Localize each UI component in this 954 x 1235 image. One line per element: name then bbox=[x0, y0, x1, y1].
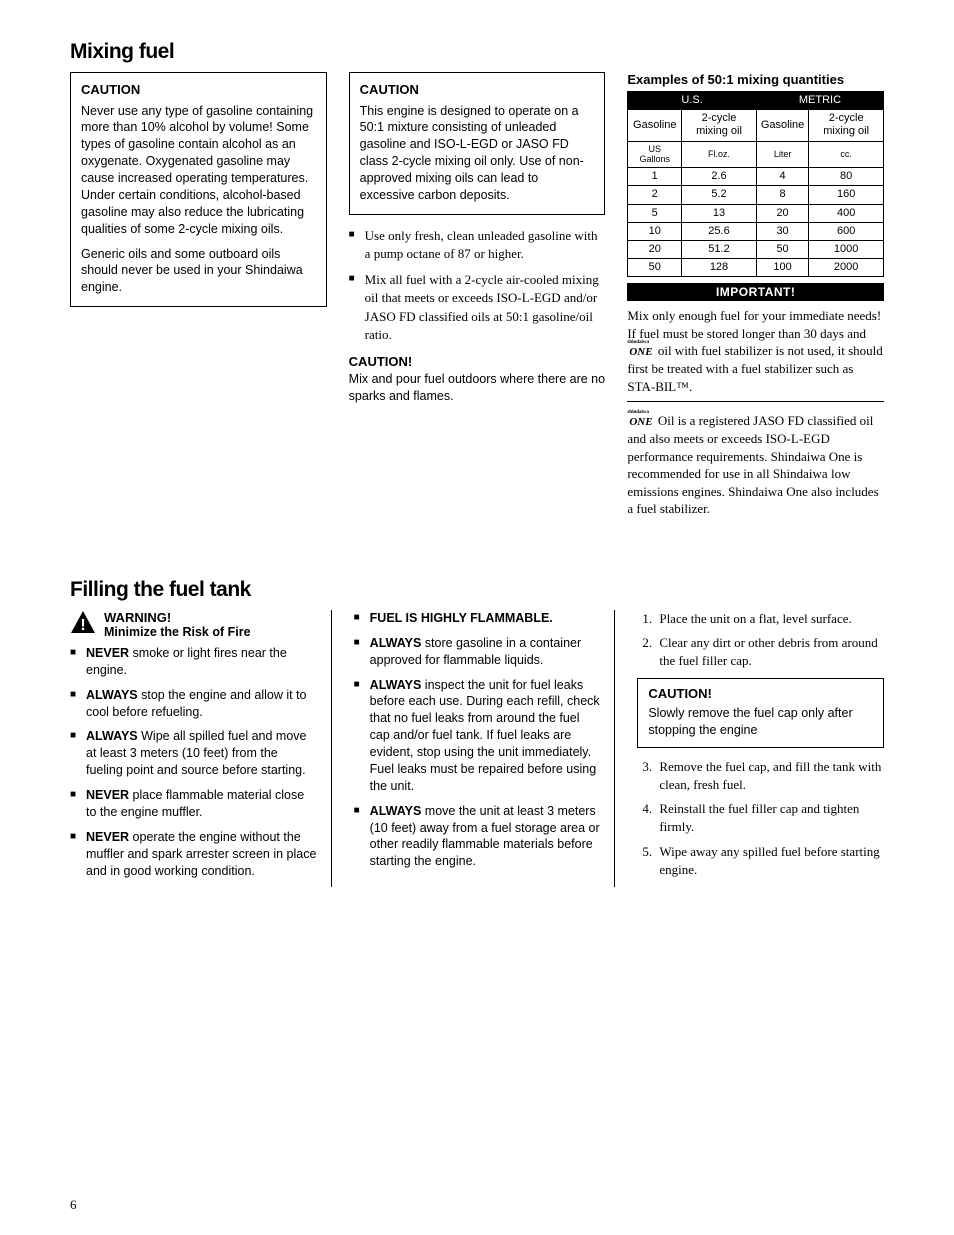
table-cell: 400 bbox=[809, 204, 884, 222]
caution-box-mixture: CAUTION This engine is designed to opera… bbox=[349, 72, 606, 215]
filling-col3: Place the unit on a flat, level surface.… bbox=[637, 610, 884, 888]
table-unit: Liter bbox=[756, 141, 808, 168]
warning-bullet: ALWAYS stop the engine and allow it to c… bbox=[70, 687, 317, 721]
table-group-metric: METRIC bbox=[756, 92, 883, 110]
mixing-col3: Examples of 50:1 mixing quantities U.S. … bbox=[627, 72, 884, 518]
caution-title: CAUTION bbox=[360, 81, 595, 99]
filling-col2-bullets: FUEL IS HIGHLY FLAMMABLE. bbox=[354, 610, 601, 627]
important-pre: Mix only enough fuel for your immediate … bbox=[627, 308, 881, 341]
warning-bullet: NEVER place flammable material close to … bbox=[70, 787, 317, 821]
table-subhead: 2-cycle mixing oil bbox=[809, 110, 884, 141]
caution-title: CAUTION bbox=[81, 81, 316, 99]
step-item: Place the unit on a flat, level surface. bbox=[655, 610, 884, 628]
table-cell: 100 bbox=[756, 259, 808, 277]
table-unit: Fl.oz. bbox=[682, 141, 757, 168]
warning-header: ! WARNING! Minimize the Risk of Fire bbox=[70, 610, 317, 639]
caution-p1: Never use any type of gasoline containin… bbox=[81, 103, 316, 238]
filling-steps-b: Remove the fuel cap, and fill the tank w… bbox=[637, 758, 884, 879]
warning-title: WARNING! bbox=[104, 610, 251, 625]
mixing-col1: CAUTION Never use any type of gasoline c… bbox=[70, 72, 327, 518]
one-logo-icon: ONE bbox=[627, 416, 654, 428]
caution-box-alcohol: CAUTION Never use any type of gasoline c… bbox=[70, 72, 327, 307]
table-unit: US Gallons bbox=[628, 141, 682, 168]
table-subhead: 2-cycle mixing oil bbox=[682, 110, 757, 141]
table-cell: 20 bbox=[628, 240, 682, 258]
page-number: 6 bbox=[70, 1197, 77, 1213]
step-item: Clear any dirt or other debris from arou… bbox=[655, 634, 884, 670]
mixing-bullet: Mix all fuel with a 2-cycle air-cooled m… bbox=[349, 271, 606, 344]
warning-bullet: ALWAYS Wipe all spilled fuel and move at… bbox=[70, 728, 317, 779]
table-cell: 2 bbox=[628, 186, 682, 204]
filling-col1-bullets: NEVER smoke or light fires near the engi… bbox=[70, 645, 317, 880]
filling-col2-bullets-list: ALWAYS store gasoline in a container app… bbox=[354, 635, 601, 870]
table-cell: 50 bbox=[756, 240, 808, 258]
table-cell: 80 bbox=[809, 168, 884, 186]
table-cell: 600 bbox=[809, 222, 884, 240]
table-cell: 10 bbox=[628, 222, 682, 240]
table-cell: 4 bbox=[756, 168, 808, 186]
section-heading-filling: Filling the fuel tank bbox=[70, 578, 884, 602]
table-cell: 5 bbox=[628, 204, 682, 222]
caution-title: CAUTION! bbox=[648, 685, 873, 703]
filling-columns: ! WARNING! Minimize the Risk of Fire NEV… bbox=[70, 610, 884, 888]
table-cell: 20 bbox=[756, 204, 808, 222]
caution-outdoors-title: CAUTION! bbox=[349, 354, 606, 369]
caution-fuel-cap: CAUTION! Slowly remove the fuel cap only… bbox=[637, 678, 884, 747]
table-cell: 2.6 bbox=[682, 168, 757, 186]
table-unit: cc. bbox=[809, 141, 884, 168]
svg-text:!: ! bbox=[80, 617, 85, 634]
table-cell: 30 bbox=[756, 222, 808, 240]
section-heading-mixing-fuel: Mixing fuel bbox=[70, 40, 884, 64]
table-cell: 2000 bbox=[809, 259, 884, 277]
table-subhead: Gasoline bbox=[756, 110, 808, 141]
note-post: Oil is a registered JASO FD classified o… bbox=[627, 413, 878, 516]
warning-subtitle: Minimize the Risk of Fire bbox=[104, 625, 251, 639]
table-subhead: Gasoline bbox=[628, 110, 682, 141]
important-label: IMPORTANT! bbox=[627, 283, 884, 301]
caution-p2: Generic oils and some outboard oils shou… bbox=[81, 246, 316, 297]
caution-fuel-cap-text: Slowly remove the fuel cap only after st… bbox=[648, 705, 873, 739]
one-logo-icon: ONE bbox=[627, 346, 654, 358]
warning-bullet: NEVER smoke or light fires near the engi… bbox=[70, 645, 317, 679]
fuel-flammable-lead: FUEL IS HIGHLY FLAMMABLE. bbox=[354, 610, 601, 627]
mixing-fuel-columns: CAUTION Never use any type of gasoline c… bbox=[70, 72, 884, 518]
safety-bullet: ALWAYS move the unit at least 3 meters (… bbox=[354, 803, 601, 871]
caution-mixture-text: This engine is designed to operate on a … bbox=[360, 103, 595, 204]
mixing-col2: CAUTION This engine is designed to opera… bbox=[349, 72, 606, 518]
one-oil-note: ONE Oil is a registered JASO FD classifi… bbox=[627, 402, 884, 518]
filling-col1: ! WARNING! Minimize the Risk of Fire NEV… bbox=[70, 610, 332, 888]
mixing-bullets: Use only fresh, clean unleaded gasoline … bbox=[349, 227, 606, 344]
important-text: Mix only enough fuel for your immediate … bbox=[627, 301, 884, 402]
table-cell: 50 bbox=[628, 259, 682, 277]
filling-section: Filling the fuel tank ! WARNING! Minimiz… bbox=[70, 578, 884, 888]
step-item: Reinstall the fuel filler cap and tighte… bbox=[655, 800, 884, 836]
safety-bullet: ALWAYS store gasoline in a container app… bbox=[354, 635, 601, 669]
filling-col2: FUEL IS HIGHLY FLAMMABLE. ALWAYS store g… bbox=[354, 610, 616, 888]
important-post: oil with fuel stabilizer is not used, it… bbox=[627, 343, 882, 393]
safety-bullet: ALWAYS inspect the unit for fuel leaks b… bbox=[354, 677, 601, 795]
table-cell: 13 bbox=[682, 204, 757, 222]
table-cell: 25.6 bbox=[682, 222, 757, 240]
mixing-table: U.S. METRIC Gasoline 2-cycle mixing oil … bbox=[627, 91, 884, 277]
table-cell: 1000 bbox=[809, 240, 884, 258]
mixing-bullet: Use only fresh, clean unleaded gasoline … bbox=[349, 227, 606, 263]
mixing-table-title: Examples of 50:1 mixing quantities bbox=[627, 72, 884, 87]
table-cell: 51.2 bbox=[682, 240, 757, 258]
table-cell: 5.2 bbox=[682, 186, 757, 204]
table-cell: 128 bbox=[682, 259, 757, 277]
filling-steps-a: Place the unit on a flat, level surface.… bbox=[637, 610, 884, 671]
caution-outdoors-text: Mix and pour fuel outdoors where there a… bbox=[349, 371, 606, 405]
step-item: Wipe away any spilled fuel before starti… bbox=[655, 843, 884, 879]
table-group-us: U.S. bbox=[628, 92, 757, 110]
table-cell: 160 bbox=[809, 186, 884, 204]
table-cell: 8 bbox=[756, 186, 808, 204]
step-item: Remove the fuel cap, and fill the tank w… bbox=[655, 758, 884, 794]
warning-text: WARNING! Minimize the Risk of Fire bbox=[104, 610, 251, 639]
table-cell: 1 bbox=[628, 168, 682, 186]
warning-bullet: NEVER operate the engine without the muf… bbox=[70, 829, 317, 880]
warning-triangle-icon: ! bbox=[70, 610, 96, 634]
